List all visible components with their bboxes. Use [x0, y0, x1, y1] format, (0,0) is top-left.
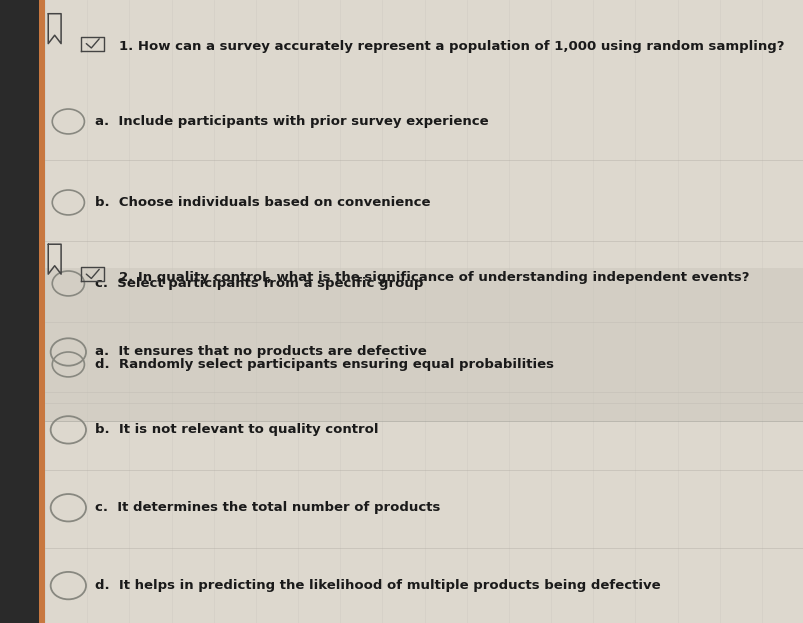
- Text: b.  It is not relevant to quality control: b. It is not relevant to quality control: [95, 424, 378, 436]
- Text: a.  Include participants with prior survey experience: a. Include participants with prior surve…: [95, 115, 488, 128]
- Text: a.  It ensures that no products are defective: a. It ensures that no products are defec…: [95, 346, 426, 358]
- FancyBboxPatch shape: [45, 268, 803, 421]
- Text: c.  Select participants from a specific group: c. Select participants from a specific g…: [95, 277, 422, 290]
- FancyBboxPatch shape: [0, 0, 39, 623]
- Text: 2. In quality control, what is the significance of understanding independent eve: 2. In quality control, what is the signi…: [119, 271, 748, 284]
- Text: d.  Randomly select participants ensuring equal probabilities: d. Randomly select participants ensuring…: [95, 358, 553, 371]
- Text: 1. How can a survey accurately represent a population of 1,000 using random samp: 1. How can a survey accurately represent…: [119, 40, 784, 54]
- Text: b.  Choose individuals based on convenience: b. Choose individuals based on convenien…: [95, 196, 430, 209]
- Text: c.  It determines the total number of products: c. It determines the total number of pro…: [95, 502, 440, 514]
- FancyBboxPatch shape: [39, 0, 45, 623]
- Text: d.  It helps in predicting the likelihood of multiple products being defective: d. It helps in predicting the likelihood…: [95, 579, 660, 592]
